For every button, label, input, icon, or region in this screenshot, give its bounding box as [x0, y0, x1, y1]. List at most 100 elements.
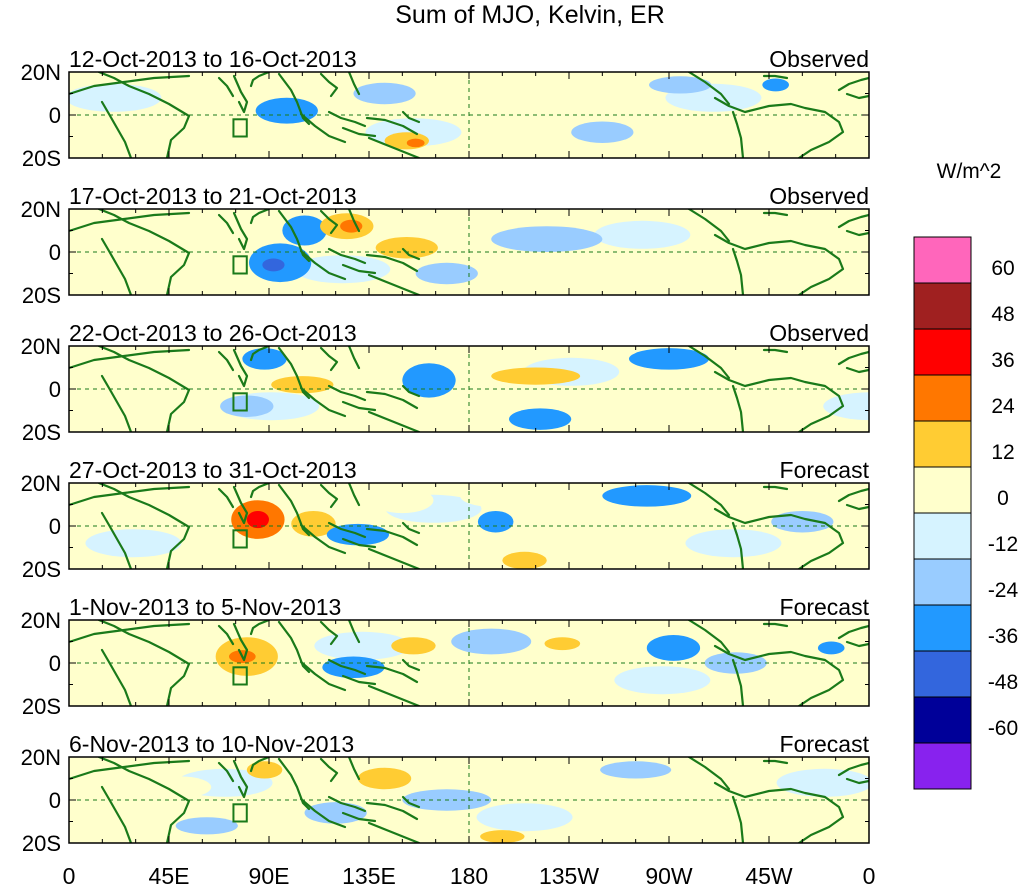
- anomaly-contour: [451, 628, 532, 655]
- anomaly-contour: [304, 802, 367, 824]
- anomaly-background-band: [476, 803, 573, 832]
- anomaly-background-band: [123, 357, 220, 386]
- colorbar-swatch: [913, 558, 972, 606]
- y-tick-label: 20S: [22, 831, 61, 856]
- anomaly-contour: [406, 138, 425, 148]
- y-tick-label: 20S: [22, 420, 61, 445]
- y-tick-label: 20N: [21, 608, 61, 633]
- anomaly-background-band: [194, 220, 291, 249]
- x-tick-label: 90W: [645, 863, 693, 889]
- panel-status-label: Forecast: [780, 731, 870, 757]
- anomaly-background-band: [685, 529, 782, 558]
- anomaly-contour: [262, 258, 285, 272]
- anomaly-contour: [357, 767, 412, 790]
- anomaly-background-band: [694, 255, 791, 284]
- anomaly-background-band: [414, 666, 511, 695]
- y-tick-label: 20N: [21, 197, 61, 222]
- y-tick-label: 0: [49, 651, 61, 676]
- anomaly-background-band: [294, 255, 391, 284]
- anomaly-contour: [817, 641, 845, 655]
- anomaly-contour: [508, 408, 572, 430]
- x-tick-label: 45E: [149, 863, 190, 889]
- anomaly-background-band: [423, 392, 520, 421]
- anomaly-contour: [246, 761, 283, 779]
- y-tick-label: 20S: [22, 557, 61, 582]
- y-tick-label: 20N: [21, 60, 61, 85]
- colorbar-level-label: 12: [991, 441, 1014, 464]
- y-tick-label: 20S: [22, 283, 61, 308]
- colorbar-swatch: [913, 236, 972, 284]
- colorbar-level-label: 36: [991, 349, 1014, 372]
- y-tick-label: 20N: [21, 471, 61, 496]
- colorbar-level-label: 24: [991, 395, 1015, 418]
- y-tick-label: 20S: [22, 146, 61, 171]
- panel-status-label: Observed: [769, 46, 869, 72]
- colorbar-swatch: [913, 328, 972, 376]
- map-panel: 20N 0 20S 27-Oct-2013 to 31-Oct-2013 Forecas…: [21, 457, 870, 582]
- anomaly-background-band: [676, 803, 773, 832]
- map-panel: 20N 0 20S 12-Oct-2013 to 16-Oct-2013 Observe…: [21, 46, 870, 171]
- panel-status-label: Forecast: [780, 594, 870, 620]
- colorbar-swatch: [913, 282, 972, 330]
- anomaly-contour: [391, 637, 436, 655]
- panel-period-label: 1-Nov-2013 to 5-Nov-2013: [69, 594, 341, 620]
- anomaly-contour: [246, 510, 269, 529]
- panel-status-label: Forecast: [780, 457, 870, 483]
- anomaly-background-band: [765, 118, 862, 147]
- colorbar-swatch: [913, 466, 972, 514]
- y-tick-label: 20N: [21, 745, 61, 770]
- region-box-marker: [232, 529, 248, 549]
- x-tick-label: 45W: [745, 863, 793, 889]
- panel-status-label: Observed: [769, 320, 869, 346]
- x-tick-label: 135E: [342, 863, 396, 889]
- colorbar-level-label: -48: [988, 671, 1018, 694]
- x-tick-label: 0: [863, 863, 876, 889]
- region-box-marker: [232, 392, 248, 412]
- anomaly-contour: [260, 74, 323, 92]
- x-tick-label: 90E: [249, 863, 290, 889]
- colorbar-level-label: -60: [988, 717, 1018, 740]
- anomaly-contour: [486, 97, 585, 120]
- panel-period-label: 22-Oct-2013 to 26-Oct-2013: [69, 320, 357, 346]
- anomaly-contour: [629, 348, 709, 370]
- colorbar-level-label: -12: [988, 533, 1018, 556]
- anomaly-contour: [149, 776, 212, 798]
- anomaly-contour: [149, 108, 212, 131]
- anomaly-contour: [797, 369, 852, 392]
- map-panel: 20N 0 20S 17-Oct-2013 to 21-Oct-2013 Observe…: [21, 183, 870, 308]
- anomaly-background-band: [614, 666, 711, 695]
- anomaly-background-band: [69, 83, 162, 112]
- region-box-marker: [232, 666, 248, 686]
- anomaly-contour: [477, 510, 514, 533]
- anomaly-background-band: [94, 255, 191, 284]
- colorbar-level-label: -24: [988, 579, 1019, 602]
- anomaly-background-band: [314, 631, 411, 660]
- anomaly-contour: [704, 232, 767, 255]
- anomaly-contour: [600, 761, 672, 779]
- region-box-marker: [232, 255, 248, 275]
- anomaly-background-band: [85, 529, 182, 558]
- anomaly-contour: [291, 510, 336, 537]
- y-tick-label: 20S: [22, 694, 61, 719]
- colorbar-level-label: 60: [991, 257, 1014, 280]
- colorbar: W/m^2 60 48 36 24 12 0 -12 -24 -36 -48 -60: [913, 160, 1019, 790]
- anomaly-contour: [480, 830, 525, 843]
- region-box-marker: [232, 803, 248, 823]
- x-tick-label: 0: [63, 863, 76, 889]
- colorbar-swatch: [913, 742, 972, 790]
- anomaly-contour: [460, 485, 523, 507]
- anomaly-contour: [649, 76, 712, 94]
- panel-period-label: 12-Oct-2013 to 16-Oct-2013: [69, 46, 357, 72]
- colorbar-units-label: W/m^2: [937, 160, 1002, 183]
- anomaly-contour: [175, 254, 229, 276]
- anomaly-contour: [502, 551, 547, 569]
- map-panel: 20N 0 20S 6-Nov-2013 to 10-Nov-2013 Forecast: [21, 731, 870, 856]
- anomaly-contour: [544, 637, 581, 651]
- anomaly-contour: [353, 82, 416, 105]
- y-tick-label: 0: [49, 514, 61, 539]
- anomaly-contour: [282, 215, 327, 246]
- anomaly-background-band: [494, 255, 591, 284]
- panel-period-label: 6-Nov-2013 to 10-Nov-2013: [69, 731, 354, 757]
- panel-period-label: 27-Oct-2013 to 31-Oct-2013: [69, 457, 357, 483]
